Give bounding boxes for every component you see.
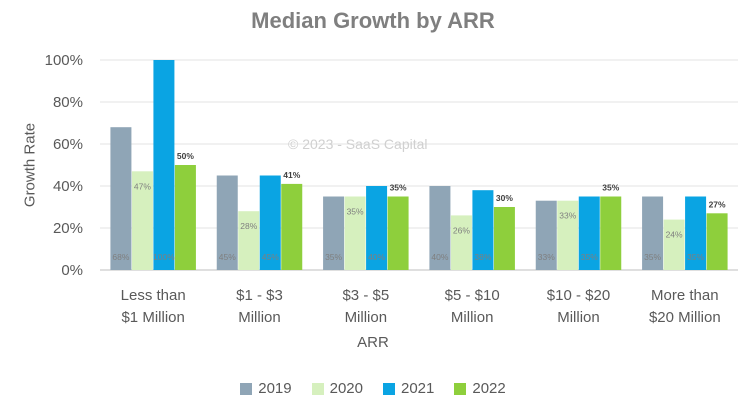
- bar: [153, 60, 175, 270]
- x-tick-label: Less than: [121, 287, 186, 304]
- legend-swatch: [240, 382, 253, 395]
- x-tick-label: More than: [651, 287, 719, 304]
- bar: [323, 196, 345, 270]
- data-label: 35%: [644, 252, 661, 262]
- bar: [281, 183, 303, 270]
- legend-swatch: [454, 382, 467, 395]
- legend-label: 2021: [401, 380, 435, 397]
- bar: [259, 175, 281, 270]
- bar: [238, 211, 260, 270]
- bar: [663, 219, 685, 270]
- bar: [366, 186, 388, 270]
- data-label: 33%: [559, 211, 576, 221]
- data-label: 24%: [666, 230, 683, 240]
- data-label: 41%: [283, 170, 300, 180]
- data-label: 30%: [496, 193, 513, 203]
- y-tick-label: 80%: [53, 94, 83, 111]
- data-label: 27%: [709, 199, 726, 209]
- data-label: 35%: [581, 252, 598, 262]
- watermark-text: © 2023 - SaaS Capital: [288, 136, 428, 152]
- bar: [642, 196, 664, 270]
- legend-label: 2020: [329, 380, 363, 397]
- y-tick-label: 20%: [53, 220, 83, 237]
- bar: [578, 196, 600, 270]
- x-tick-label: Million: [451, 309, 494, 326]
- data-label: 35%: [602, 183, 619, 193]
- bar: [174, 165, 196, 270]
- y-tick-label: 40%: [53, 178, 83, 195]
- x-tick-label: Million: [238, 309, 281, 326]
- data-label: 100%: [153, 252, 175, 262]
- bar: [344, 196, 366, 270]
- bar: [387, 196, 409, 270]
- y-tick-label: 60%: [53, 136, 83, 153]
- x-tick-label: $3 - $5: [342, 287, 389, 304]
- data-label: 33%: [538, 252, 555, 262]
- legend-item: 2022: [454, 380, 506, 397]
- bar: [131, 171, 153, 270]
- legend-swatch: [311, 382, 324, 395]
- y-tick-label: 100%: [45, 52, 83, 69]
- bar: [450, 215, 472, 270]
- data-label: 40%: [431, 252, 448, 262]
- data-label: 35%: [687, 252, 704, 262]
- bar: [706, 213, 728, 270]
- data-label: 26%: [453, 225, 470, 235]
- bar: [600, 196, 622, 270]
- x-tick-label: $20 Million: [649, 309, 721, 326]
- x-tick-label: $5 - $10: [445, 287, 500, 304]
- data-label: 45%: [219, 252, 236, 262]
- legend-item: 2021: [383, 380, 434, 397]
- legend: 2019 2020 2021 2022: [0, 380, 746, 397]
- bar: [493, 207, 515, 270]
- legend-label: 2019: [258, 380, 292, 397]
- data-label: 40%: [368, 252, 385, 262]
- bar: [535, 200, 557, 270]
- y-tick-label: 0%: [61, 262, 83, 279]
- data-label: 68%: [112, 252, 129, 262]
- x-axis-label: ARR: [357, 334, 389, 351]
- data-label: 50%: [177, 151, 194, 161]
- data-label: 35%: [325, 252, 342, 262]
- bar: [472, 190, 494, 270]
- data-label: 47%: [134, 181, 151, 191]
- bar: [216, 175, 238, 270]
- x-tick-label: $1 - $3: [236, 287, 283, 304]
- x-tick-label: $1 Million: [121, 309, 184, 326]
- bar: [557, 200, 579, 270]
- legend-swatch: [383, 382, 395, 395]
- data-label: 35%: [390, 183, 407, 193]
- data-label: 28%: [240, 221, 257, 231]
- bar: [110, 127, 132, 270]
- x-tick-label: Million: [345, 309, 388, 326]
- legend-item: 2020: [311, 380, 363, 397]
- legend-item: 2019: [240, 380, 292, 397]
- x-tick-label: $10 - $20: [547, 287, 610, 304]
- data-label: 35%: [347, 207, 364, 217]
- bar: [685, 196, 707, 270]
- data-label: 38%: [474, 252, 491, 262]
- chart-title: Median Growth by ARR: [251, 8, 495, 33]
- data-label: 45%: [262, 252, 279, 262]
- legend-label: 2022: [472, 380, 506, 397]
- bar: [429, 186, 451, 270]
- x-tick-label: Million: [557, 309, 600, 326]
